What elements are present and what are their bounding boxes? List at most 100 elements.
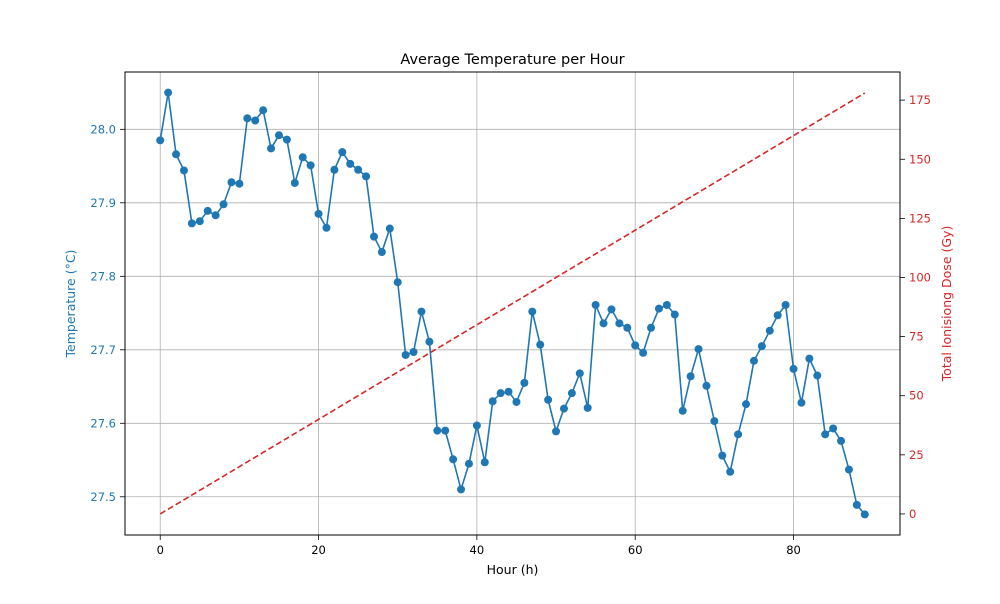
temperature-point [528, 307, 537, 316]
temperature-point [472, 421, 481, 430]
temperature-point [710, 417, 719, 426]
temperature-point [623, 323, 632, 332]
temperature-point [480, 458, 489, 467]
temperature-point [457, 485, 466, 494]
temperature-point [694, 345, 703, 354]
temperature-point [647, 323, 656, 332]
temperature-point [781, 300, 790, 309]
temperature-point [575, 369, 584, 378]
temperature-point [290, 178, 299, 187]
temperature-point [583, 403, 592, 412]
chart-title: Average Temperature per Hour [400, 52, 624, 68]
temperature-point [734, 430, 743, 439]
temperature-point [496, 389, 505, 398]
temperature-point [599, 319, 608, 328]
temperature-point [789, 364, 798, 373]
temperature-point [274, 131, 283, 140]
x-tick-label: 40 [470, 543, 485, 557]
temperature-point [243, 114, 252, 123]
y-left-tick-label: 27.8 [90, 269, 116, 283]
temperature-point [227, 178, 236, 187]
y-right-tick-label: 175 [909, 93, 931, 107]
temperature-point [401, 350, 410, 359]
temperature-point [449, 455, 458, 464]
y-right-tick-label: 150 [909, 152, 931, 166]
temperature-point [282, 135, 291, 144]
temperature-point [195, 217, 204, 226]
x-tick-label: 80 [786, 543, 801, 557]
temperature-point [219, 200, 228, 209]
temperature-point [860, 510, 869, 519]
y-right-tick-label: 75 [909, 330, 924, 344]
temperature-point [156, 136, 165, 145]
temperature-point [172, 150, 181, 159]
x-axis: 0 20 40 60 80 [157, 535, 801, 557]
temperature-point [742, 400, 751, 409]
temperature-point [211, 211, 220, 220]
temperature-point [164, 88, 173, 97]
temperature-point [377, 248, 386, 257]
temperature-point [821, 430, 830, 439]
temperature-point [591, 300, 600, 309]
temperature-point [726, 467, 735, 476]
y-left-tick-label: 27.9 [90, 196, 116, 210]
x-tick-label: 20 [311, 543, 326, 557]
temperature-point [369, 232, 378, 241]
temperature-point [805, 354, 814, 363]
x-tick-label: 60 [628, 543, 643, 557]
temperature-point [346, 159, 355, 168]
temperature-point [607, 305, 616, 314]
temperature-point [441, 426, 450, 435]
temperature-point [631, 341, 640, 350]
y-axis-left: 27.5 27.6 27.7 27.8 27.9 28.0 [90, 122, 125, 504]
temperature-point [425, 337, 434, 346]
temperature-point [552, 427, 561, 436]
temperature-point [504, 387, 513, 396]
dose-series [159, 92, 866, 515]
temperature-point [829, 424, 838, 433]
y-left-tick-label: 28.0 [90, 122, 116, 136]
temperature-point [385, 224, 394, 233]
y-right-tick-label: 100 [909, 270, 931, 284]
y-right-tick-label: 50 [909, 389, 924, 403]
y-axis-right-label: Total Ionisiong Dose (Gy) [939, 226, 954, 383]
temperature-point [251, 116, 260, 125]
temperature-point [765, 326, 774, 335]
temperature-point [844, 465, 853, 474]
y-right-tick-label: 125 [909, 211, 931, 225]
temperature-point [203, 206, 212, 215]
temperature-point [749, 356, 758, 365]
temperature-point [259, 106, 268, 115]
temperature-point [797, 398, 806, 407]
temperature-point [330, 165, 339, 174]
temperature-point [235, 179, 244, 188]
temperature-point [686, 372, 695, 381]
temperature-point [322, 223, 331, 232]
y-right-tick-label: 0 [909, 507, 916, 521]
temperature-point [267, 144, 276, 153]
temperature-point [702, 381, 711, 390]
temperature-point [670, 310, 679, 319]
grid [125, 72, 900, 535]
temperature-point [354, 165, 363, 174]
temperature-point [615, 319, 624, 328]
temperature-point [417, 307, 426, 316]
temperature-point [314, 209, 323, 218]
temperature-point [852, 500, 861, 509]
temperature-point [464, 459, 473, 468]
y-axis-right: 0 25 50 75 100 125 150 175 [900, 93, 931, 521]
temperature-point [488, 397, 497, 406]
temperature-point [362, 172, 371, 181]
temperature-point [773, 311, 782, 320]
temperature-point [433, 426, 442, 435]
y-left-tick-label: 27.7 [90, 343, 116, 357]
temperature-point [393, 278, 402, 287]
temperature-point [837, 436, 846, 445]
temperature-point [512, 397, 521, 406]
plot-frame [124, 71, 901, 536]
temperature-point [179, 166, 188, 175]
temperature-point [639, 348, 648, 357]
y-left-tick-label: 27.5 [90, 490, 116, 504]
y-axis-left-label: Temperature (°C) [63, 250, 78, 359]
